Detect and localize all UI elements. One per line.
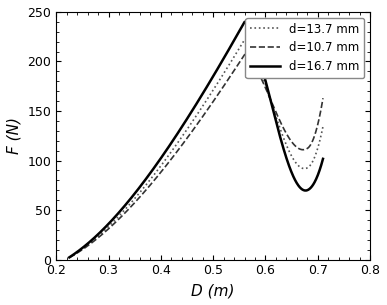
d=13.7 mm bbox=[259, 69, 263, 73]
d=13.7 mm bbox=[67, 256, 72, 259]
Line: d=16.7 mm: d=16.7 mm bbox=[69, 22, 323, 257]
d=10.7 mm bbox=[112, 222, 116, 225]
d=10.7 mm bbox=[182, 140, 187, 144]
Y-axis label: F (N): F (N) bbox=[7, 117, 22, 154]
d=10.7 mm bbox=[321, 96, 325, 100]
d=10.7 mm bbox=[132, 201, 137, 205]
Line: d=13.7 mm: d=13.7 mm bbox=[69, 40, 323, 257]
d=16.7 mm bbox=[67, 256, 72, 259]
d=16.7 mm bbox=[259, 61, 263, 65]
d=10.7 mm bbox=[259, 76, 263, 79]
X-axis label: D (m): D (m) bbox=[192, 283, 235, 298]
d=13.7 mm bbox=[242, 38, 247, 41]
d=13.7 mm bbox=[321, 125, 325, 128]
d=13.7 mm bbox=[236, 48, 241, 51]
d=10.7 mm bbox=[236, 62, 241, 65]
d=16.7 mm bbox=[112, 216, 116, 220]
d=13.7 mm bbox=[112, 219, 116, 223]
d=10.7 mm bbox=[216, 92, 221, 95]
d=16.7 mm bbox=[132, 192, 137, 196]
d=13.7 mm bbox=[132, 197, 137, 201]
d=16.7 mm bbox=[242, 20, 247, 24]
d=16.7 mm bbox=[236, 30, 241, 34]
d=10.7 mm bbox=[67, 256, 72, 260]
d=13.7 mm bbox=[216, 79, 221, 83]
Line: d=10.7 mm: d=10.7 mm bbox=[69, 55, 323, 258]
d=16.7 mm bbox=[182, 122, 187, 125]
d=13.7 mm bbox=[182, 132, 187, 135]
d=10.7 mm bbox=[243, 53, 247, 56]
d=16.7 mm bbox=[321, 157, 325, 161]
d=16.7 mm bbox=[216, 65, 221, 69]
Legend: d=13.7 mm, d=10.7 mm, d=16.7 mm: d=13.7 mm, d=10.7 mm, d=16.7 mm bbox=[245, 18, 364, 78]
